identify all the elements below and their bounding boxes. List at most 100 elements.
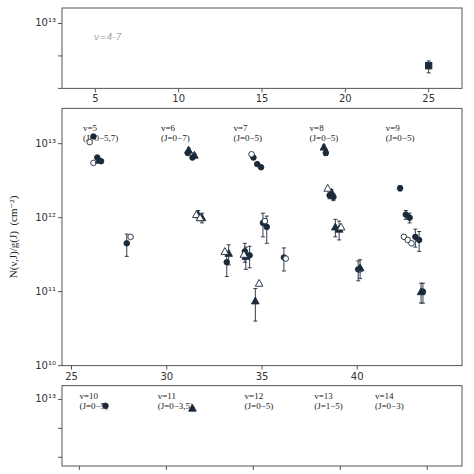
error-bar	[253, 289, 257, 322]
y-tick	[58, 291, 62, 292]
y-axis: 10¹³	[35, 393, 62, 457]
point	[324, 184, 332, 191]
annotation-line: (J=0−5,7)	[83, 133, 118, 143]
annotation-line: (J=0−3)	[375, 401, 404, 411]
point	[249, 151, 255, 157]
y-axis: 10¹³	[35, 17, 62, 88]
error-bar	[417, 231, 421, 251]
annotations: v=5(J=0−5,7)v=6(J=0−7)v=7(J=0−5)v=8(J=0−…	[83, 123, 415, 143]
point	[196, 214, 204, 221]
x-tick	[427, 466, 428, 470]
point	[425, 63, 431, 69]
annotation: v=6(J=0−7)	[161, 123, 190, 143]
y-tick	[58, 399, 62, 400]
annotation-line: (J=0−5)	[386, 133, 415, 143]
error-bar	[398, 186, 402, 191]
annotation-line: v=9	[386, 123, 401, 133]
x-tick-label: 25	[65, 371, 78, 382]
y-tick-label: 10¹³	[35, 393, 56, 404]
point	[95, 156, 103, 163]
x-tick	[253, 466, 254, 470]
annotation-line: v=6	[161, 123, 176, 133]
chart-svg: 51015202510¹³v=4-72530354010¹⁰10¹¹10¹²10…	[0, 0, 474, 474]
annotation-line: (J=0−3,5)	[158, 401, 193, 411]
x-tick-label: 10	[172, 93, 185, 104]
annotations: v=4-7	[94, 32, 122, 42]
annotation: v=14(J=0−3)	[375, 391, 404, 411]
point	[124, 241, 130, 247]
x-tick	[428, 88, 429, 92]
x-tick-label: 20	[339, 93, 352, 104]
x-tick	[95, 88, 96, 92]
annotation: v=7(J=0−5)	[233, 123, 262, 143]
annotation-line: (J=0−5)	[245, 401, 274, 411]
annotation: v=8(J=0−5)	[310, 123, 339, 143]
point	[255, 279, 263, 286]
series	[192, 184, 344, 286]
point	[416, 237, 422, 243]
annotation-line: v=7	[233, 123, 248, 133]
y-tick-label: 10¹¹	[35, 286, 56, 297]
x-tick	[340, 466, 341, 470]
x-axis: 25 30 35 40	[65, 366, 363, 382]
x-tick	[166, 466, 167, 470]
x-tick	[262, 366, 263, 370]
series	[87, 139, 415, 272]
annotation-line: v=11	[158, 391, 176, 401]
annotation-line: (J=0−5)	[310, 133, 339, 143]
y-tick	[58, 217, 62, 218]
plot-frame	[62, 386, 462, 466]
annotation-line: v=10	[79, 391, 98, 401]
plot-frame	[62, 8, 462, 88]
y-tick	[58, 88, 62, 89]
annotation-line: v=13	[314, 391, 333, 401]
point	[221, 248, 229, 255]
chart-container: 51015202510¹³v=4-72530354010¹⁰10¹¹10¹²10…	[0, 0, 474, 474]
annotation-line: (J=0−5)	[233, 133, 262, 143]
point	[262, 218, 268, 224]
x-tick-label: 5	[92, 93, 98, 104]
series	[425, 61, 431, 73]
annotation-line: v=14	[375, 391, 394, 401]
panel: 51015202510¹³v=4-7	[35, 8, 462, 104]
error-bar	[408, 213, 412, 223]
annotation-line: (J=0−7)	[161, 133, 190, 143]
point	[407, 215, 413, 221]
y-tick	[58, 457, 62, 458]
point	[128, 234, 134, 240]
point	[409, 241, 415, 247]
annotation: v=9(J=0−5)	[386, 123, 415, 143]
error-bar	[324, 150, 328, 155]
annotation: v=11(J=0−3,5)	[158, 391, 193, 411]
y-tick-label: 10¹³	[35, 17, 56, 28]
x-tick	[357, 366, 358, 370]
data-group	[425, 61, 431, 73]
point	[283, 256, 289, 262]
data-group	[87, 134, 426, 321]
y-tick-label: 10¹³	[35, 138, 56, 149]
x-tick-label: 30	[160, 371, 173, 382]
x-tick	[178, 88, 179, 92]
y-tick-label: 10¹⁰	[35, 360, 56, 371]
y-tick	[58, 365, 62, 366]
panel: 2530354010¹⁰10¹¹10¹²10¹³v=5(J=0−5,7)v=6(…	[35, 108, 462, 381]
x-tick-label: 40	[351, 371, 364, 382]
x-axis: 510152025	[92, 88, 435, 104]
series	[91, 134, 426, 303]
panel: 10¹³v=10(J=0−5)v=11(J=0−3,5)v=12(J=0−5)v…	[35, 386, 462, 470]
x-tick	[71, 366, 72, 370]
point	[356, 264, 364, 271]
y-tick	[58, 23, 62, 24]
y-tick	[58, 428, 62, 429]
x-axis	[79, 466, 427, 470]
y-tick	[58, 143, 62, 144]
series	[95, 143, 425, 321]
annotation: v=12(J=0−5)	[245, 391, 274, 411]
y-axis: 10¹⁰10¹¹10¹²10¹³	[35, 138, 62, 371]
point	[185, 146, 193, 153]
annotation-line: (J=1−5)	[314, 401, 343, 411]
point	[337, 223, 345, 230]
annotation: v=10(J=0−5)	[79, 391, 108, 411]
x-tick-label: 35	[256, 371, 269, 382]
faint-annotation: v=4-7	[94, 32, 122, 42]
